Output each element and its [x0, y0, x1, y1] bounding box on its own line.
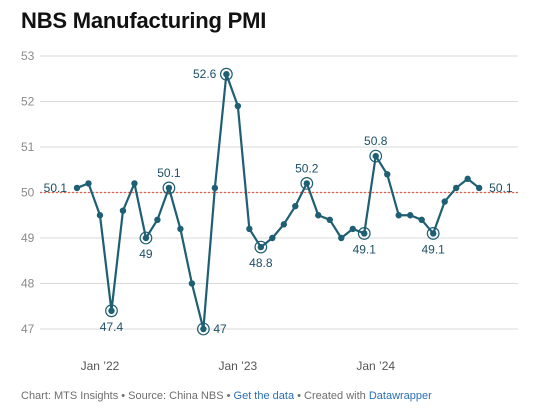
data-point: [154, 216, 161, 223]
data-label: 50.2: [295, 161, 319, 175]
data-point: [211, 184, 219, 192]
data-point: [315, 212, 322, 219]
series-group: [73, 71, 483, 333]
highlight-marker: [369, 149, 383, 163]
data-point: [395, 212, 402, 219]
data-point: [96, 212, 104, 219]
data-point: [73, 184, 81, 192]
y-tick-label: 51: [21, 140, 35, 154]
data-point: [361, 230, 368, 237]
data-label: 49.1: [353, 242, 377, 256]
data-point: [131, 180, 138, 187]
highlight-marker: [357, 227, 371, 240]
data-point: [246, 225, 253, 233]
x-tick-label: Jan ’23: [219, 359, 258, 373]
data-point: [257, 243, 265, 251]
data-point: [280, 221, 288, 228]
highlight-marker: [254, 240, 268, 254]
data-point: [441, 198, 448, 205]
data-point: [188, 280, 196, 287]
x-tick-label: Jan ’24: [356, 359, 395, 373]
highlight-marker: [426, 227, 440, 240]
data-point: [200, 325, 207, 333]
data-point: [384, 171, 391, 178]
data-point: [452, 184, 460, 192]
highlight-marker: [219, 67, 233, 81]
data-label: 50.1: [157, 166, 181, 180]
data-label: 47: [213, 322, 227, 336]
data-label: 49: [139, 247, 153, 261]
data-point: [372, 152, 379, 160]
x-tick-label: Jan ’22: [81, 359, 120, 373]
data-point: [108, 307, 115, 314]
data-point: [429, 230, 437, 237]
data-point: [303, 180, 310, 187]
highlight-marker: [162, 181, 176, 195]
data-point: [223, 71, 230, 78]
highlight-marker: [196, 322, 210, 336]
data-point: [475, 184, 483, 192]
footer-middle: • Created with: [294, 390, 369, 402]
data-label: 50.1: [44, 181, 68, 195]
y-tick-label: 52: [21, 95, 35, 109]
data-point: [292, 202, 299, 210]
highlight-marker: [300, 176, 314, 190]
data-label: 50.8: [364, 134, 388, 148]
data-point: [418, 216, 425, 223]
y-tick-label: 47: [21, 322, 35, 336]
datawrapper-link[interactable]: Datawrapper: [368, 390, 432, 402]
data-label: 49.1: [422, 242, 446, 256]
data-point: [142, 234, 150, 242]
y-tick-label: 53: [21, 49, 35, 63]
data-label: 47.4: [100, 320, 124, 334]
data-point: [119, 207, 127, 214]
series-line: [75, 73, 481, 331]
data-label: 48.8: [249, 256, 273, 270]
data-point: [269, 234, 276, 242]
chart-title: NBS Manufacturing PMI: [21, 8, 267, 33]
data-point: [349, 225, 356, 233]
data-point: [338, 234, 345, 242]
data-label: 50.1: [489, 181, 513, 195]
chart-footer: Chart: MTS Insights • Source: China NBS …: [21, 390, 432, 402]
y-tick-label: 50: [21, 186, 35, 200]
data-point: [165, 184, 173, 192]
annotations: 50.1 47.4 49 50.1 47 52.6 48.8 50.2 49.1 50.8 49.1…: [44, 67, 513, 336]
data-point: [464, 175, 471, 183]
data-point: [177, 225, 184, 233]
data-point: [407, 212, 414, 219]
y-tick-label: 48: [21, 277, 35, 291]
y-tick-label: 49: [21, 231, 35, 245]
highlight-marker: [139, 231, 153, 245]
get-data-link[interactable]: Get the data: [233, 390, 295, 402]
data-point: [326, 216, 333, 223]
y-axis-ticks: 47 48 49 50 51 52 53: [21, 49, 35, 336]
gridlines: [40, 55, 518, 330]
x-axis-ticks: Jan ’22 Jan ’23 Jan ’24: [81, 359, 396, 373]
footer-source: Chart: MTS Insights • Source: China NBS …: [21, 390, 234, 402]
data-point: [234, 102, 242, 110]
highlight-marker: [105, 304, 118, 318]
data-label: 52.6: [193, 67, 217, 81]
data-point: [85, 180, 92, 187]
